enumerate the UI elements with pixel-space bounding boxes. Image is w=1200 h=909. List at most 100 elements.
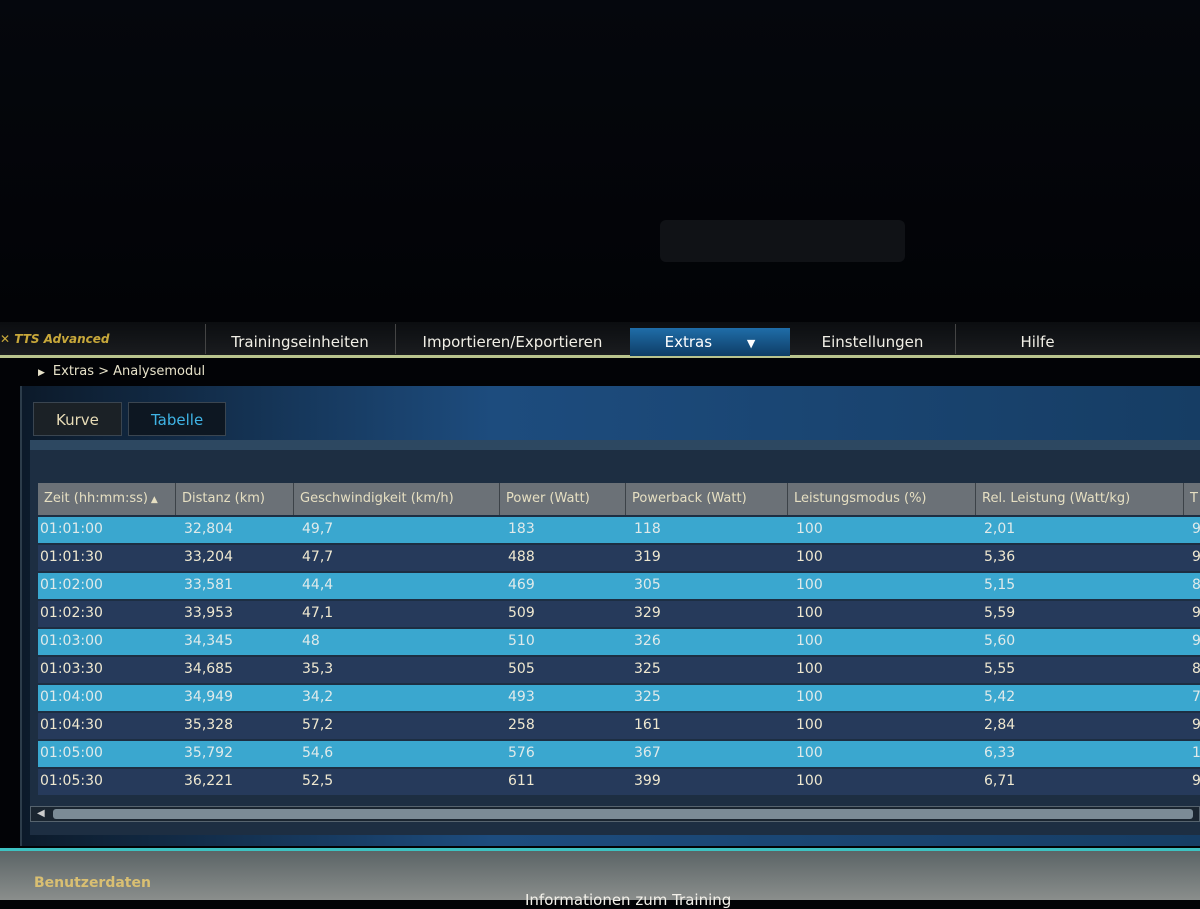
table-cell: 576 <box>508 745 535 761</box>
table-cell: 32,804 <box>184 521 233 537</box>
table-cell: 100 <box>796 549 823 565</box>
menu-einstellungen[interactable]: Einstellungen <box>821 333 924 351</box>
table-row[interactable]: 01:02:00 33,581 44,4 469 305 100 5,15 8 <box>38 573 1200 599</box>
table-row[interactable]: 01:01:30 33,204 47,7 488 319 100 5,36 9 <box>38 545 1200 571</box>
table-row[interactable]: 01:03:30 34,685 35,3 505 325 100 5,55 8 <box>38 657 1200 683</box>
table-cell: 611 <box>508 773 535 789</box>
column-header-label: Leistungsmodus (%) <box>794 491 927 506</box>
column-header[interactable]: T <box>1184 483 1200 515</box>
table-cell: 01:05:30 <box>40 773 103 789</box>
table-cell: 5,60 <box>984 633 1016 649</box>
menu-extras-label: Extras <box>664 333 713 351</box>
table-cell: 100 <box>796 577 823 593</box>
table-cell: 509 <box>508 605 535 621</box>
scroll-left-icon[interactable]: ◀ <box>37 808 45 819</box>
table-cell: 493 <box>508 689 535 705</box>
table-cell: 35,792 <box>184 745 233 761</box>
sort-ascending-icon: ▲ <box>148 495 158 505</box>
table-cell: 35,3 <box>302 661 334 677</box>
table-cell: 01:01:00 <box>40 521 103 537</box>
table-cell: 8 <box>1192 661 1200 677</box>
table-cell: 34,345 <box>184 633 233 649</box>
column-header[interactable]: Zeit (hh:mm:ss) ▲ <box>38 483 176 515</box>
table-cell: 34,949 <box>184 689 233 705</box>
table-cell: 47,1 <box>302 605 334 621</box>
table-cell: 100 <box>796 717 823 733</box>
menu-importieren-exportieren[interactable]: Importieren/Exportieren <box>422 333 603 351</box>
bottom-panel: Benutzerdaten Informationen zum Training <box>0 848 1200 909</box>
menu-extras[interactable]: Extras ▼ <box>630 328 790 356</box>
app-title: TTS Advanced <box>14 332 110 346</box>
table-cell: 57,2 <box>302 717 334 733</box>
column-header-label: Distanz (km) <box>182 491 265 506</box>
menu-hilfe[interactable]: Hilfe <box>1020 333 1055 351</box>
divider <box>395 324 396 354</box>
table-cell: 33,953 <box>184 605 233 621</box>
table-cell: 325 <box>634 661 661 677</box>
column-header[interactable]: Powerback (Watt) <box>626 483 788 515</box>
table-row[interactable]: 01:05:30 36,221 52,5 611 399 100 6,71 9 <box>38 769 1200 795</box>
column-header[interactable]: Distanz (km) <box>176 483 294 515</box>
table-cell: 7 <box>1192 689 1200 705</box>
table-row[interactable]: 01:02:30 33,953 47,1 509 329 100 5,59 9 <box>38 601 1200 627</box>
table-row[interactable]: 01:03:00 34,345 48 510 326 100 5,60 9 <box>38 629 1200 655</box>
tab-tabelle[interactable]: Tabelle <box>128 402 227 436</box>
table-cell: 100 <box>796 633 823 649</box>
table-cell: 161 <box>634 717 661 733</box>
table-cell: 01:02:00 <box>40 577 103 593</box>
table-cell: 326 <box>634 633 661 649</box>
column-header[interactable]: Leistungsmodus (%) <box>788 483 976 515</box>
table-cell: 329 <box>634 605 661 621</box>
horizontal-scrollbar[interactable]: ◀ <box>30 806 1200 822</box>
table-cell: 9 <box>1192 633 1200 649</box>
table-cell: 9 <box>1192 717 1200 733</box>
divider <box>955 324 956 354</box>
tab-kurve[interactable]: Kurve <box>33 402 122 436</box>
table-cell: 34,685 <box>184 661 233 677</box>
table-cell: 510 <box>508 633 535 649</box>
column-header[interactable]: Power (Watt) <box>500 483 626 515</box>
table-row[interactable]: 01:04:00 34,949 34,2 493 325 100 5,42 7 <box>38 685 1200 711</box>
table-row[interactable]: 01:05:00 35,792 54,6 576 367 100 6,33 1 <box>38 741 1200 767</box>
table-cell: 2,84 <box>984 717 1016 733</box>
monitor-bezel <box>0 0 1200 320</box>
table-cell: 100 <box>796 661 823 677</box>
table-cell: 9 <box>1192 773 1200 789</box>
table-cell: 505 <box>508 661 535 677</box>
table-cell: 100 <box>796 605 823 621</box>
panel-benutzerdaten-title: Benutzerdaten <box>34 875 151 891</box>
scrollbar-thumb[interactable] <box>53 809 1193 819</box>
table-row[interactable]: 01:01:00 32,804 49,7 183 118 100 2,01 9 <box>38 517 1200 543</box>
column-header[interactable]: Rel. Leistung (Watt/kg) <box>976 483 1184 515</box>
close-icon[interactable]: ✕ <box>0 332 15 346</box>
column-header-label: T <box>1190 491 1198 506</box>
table-cell: 100 <box>796 689 823 705</box>
table-cell: 5,42 <box>984 689 1016 705</box>
breadcrumb: ▶ Extras > Analysemodul <box>38 364 205 379</box>
table-cell: 01:04:00 <box>40 689 103 705</box>
table-cell: 9 <box>1192 521 1200 537</box>
panel-training-info-title: Informationen zum Training <box>525 891 732 909</box>
table-cell: 52,5 <box>302 773 334 789</box>
table-cell: 9 <box>1192 549 1200 565</box>
table-cell: 47,7 <box>302 549 334 565</box>
table-cell: 258 <box>508 717 535 733</box>
table-cell: 33,581 <box>184 577 233 593</box>
table-cell: 6,71 <box>984 773 1016 789</box>
table-cell: 6,33 <box>984 745 1016 761</box>
table-cell: 5,15 <box>984 577 1016 593</box>
table-cell: 35,328 <box>184 717 233 733</box>
table-cell: 118 <box>634 521 661 537</box>
menu-trainingseinheiten[interactable]: Trainingseinheiten <box>231 333 369 351</box>
column-header[interactable]: Geschwindigkeit (km/h) <box>294 483 500 515</box>
webcam <box>660 220 905 262</box>
table-cell: 183 <box>508 521 535 537</box>
chevron-down-icon: ▼ <box>746 337 756 350</box>
column-header-label: Zeit (hh:mm:ss) <box>44 491 148 506</box>
triangle-right-icon: ▶ <box>38 368 45 378</box>
table-row[interactable]: 01:04:30 35,328 57,2 258 161 100 2,84 9 <box>38 713 1200 739</box>
table-cell: 367 <box>634 745 661 761</box>
table-cell: 01:03:30 <box>40 661 103 677</box>
table-cell: 399 <box>634 773 661 789</box>
column-header-label: Powerback (Watt) <box>632 491 747 506</box>
